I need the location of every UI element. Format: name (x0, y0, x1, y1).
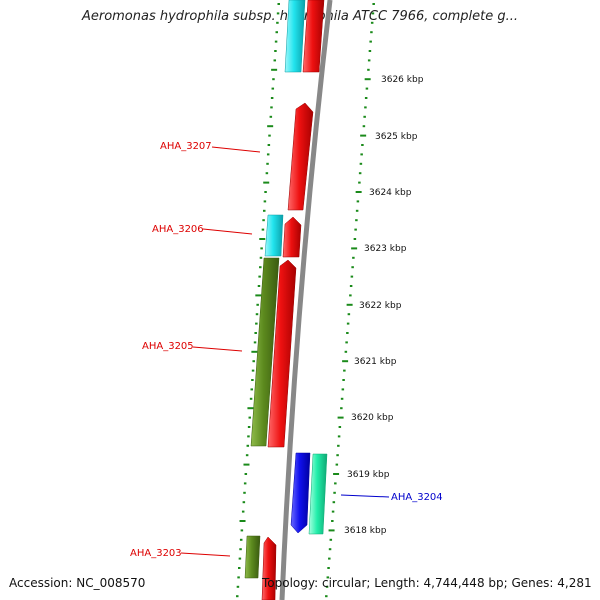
gene-label-aha-3206[interactable]: AHA_3206 (152, 224, 204, 235)
leader-line (202, 228, 253, 235)
gene-aha-3204[interactable] (308, 453, 328, 535)
leader-line (340, 494, 390, 498)
gene-aha-3206[interactable] (282, 216, 302, 258)
scale-labels: 3626 kbp 3625 kbp 3624 kbp 3623 kbp 3622… (344, 75, 424, 536)
scale-label: 3619 kbp (347, 470, 390, 480)
leader-line (211, 146, 261, 153)
accession-text: Accession: NC_008570 (9, 576, 146, 590)
gene-aha-3207[interactable] (287, 102, 314, 211)
leader-line (192, 346, 243, 352)
gene-label-aha-3205[interactable]: AHA_3205 (142, 341, 194, 352)
gene-label-aha-3207[interactable]: AHA_3207 (160, 141, 212, 152)
gene-red[interactable] (302, 0, 325, 73)
scale-label: 3618 kbp (344, 526, 387, 536)
gene-label-aha-3203[interactable]: AHA_3203 (130, 548, 182, 559)
genome-backbone (279, 0, 333, 600)
scale-label: 3626 kbp (381, 75, 424, 85)
scale-label: 3623 kbp (364, 244, 407, 254)
genes (244, 0, 328, 600)
gene-label-aha-3204[interactable]: AHA_3204 (391, 492, 443, 503)
tick-ring-inner (236, 3, 280, 598)
scale-label: 3625 kbp (375, 132, 418, 142)
gene-aha-3204-blue[interactable] (290, 452, 311, 534)
gene-aha-3205-olive[interactable] (250, 257, 280, 447)
gene-aha-3203[interactable] (261, 536, 277, 600)
tick-ring-outer (325, 3, 375, 598)
gene-aha-3203-olive[interactable] (244, 535, 261, 579)
scale-label: 3622 kbp (359, 301, 402, 311)
gene-labels: AHA_3207 AHA_3206 AHA_3205 AHA_3204 AHA_… (130, 141, 443, 559)
gene-aha-3205[interactable] (267, 259, 297, 448)
leader-line (180, 552, 231, 557)
topology-text: Topology: circular; Length: 4,744,448 bp… (262, 576, 592, 590)
scale-label: 3624 kbp (369, 188, 412, 198)
scale-label: 3621 kbp (354, 357, 397, 367)
gene-cyan[interactable] (284, 0, 306, 73)
gene-aha-3206-cyan[interactable] (264, 214, 284, 257)
scale-label: 3620 kbp (351, 413, 394, 423)
